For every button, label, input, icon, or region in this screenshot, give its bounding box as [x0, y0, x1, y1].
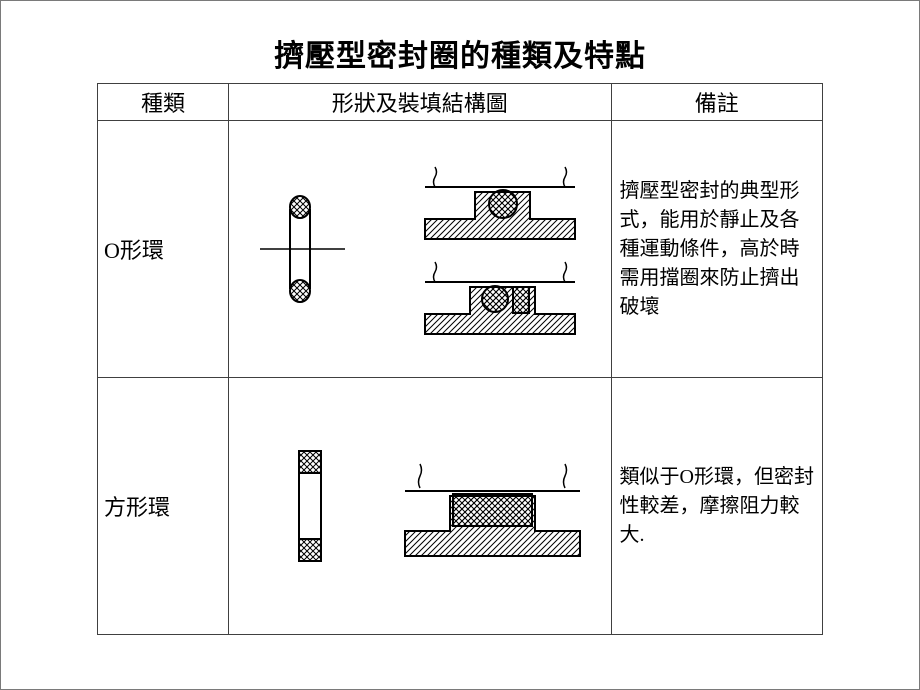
o-ring-diagram-icon — [240, 144, 600, 354]
page: 擠壓型密封圈的種類及特點 種類 形狀及裝填結構圖 備註 O形環 — [0, 0, 920, 690]
header-figure: 形狀及裝填結構圖 — [228, 84, 611, 121]
type-cell: 方形環 — [98, 378, 229, 635]
note-cell: 擠壓型密封的典型形式，能用於靜止及各種運動條件，高於時需用擋圈來防止擠出破壞 — [611, 121, 822, 378]
note-cell: 類似于O形環，但密封性較差，摩擦阻力較大. — [611, 378, 822, 635]
table-header-row: 種類 形狀及裝填結構圖 備註 — [98, 84, 823, 121]
type-cell: O形環 — [98, 121, 229, 378]
table-row: O形環 — [98, 121, 823, 378]
page-title: 擠壓型密封圈的種類及特點 — [97, 31, 823, 75]
header-note: 備註 — [611, 84, 822, 121]
header-type: 種類 — [98, 84, 229, 121]
figure-cell-square-ring — [228, 378, 611, 635]
square-ring-diagram-icon — [240, 401, 600, 611]
figure-cell-o-ring — [228, 121, 611, 378]
seal-table: 種類 形狀及裝填結構圖 備註 O形環 — [97, 83, 823, 635]
table-row: 方形環 — [98, 378, 823, 635]
